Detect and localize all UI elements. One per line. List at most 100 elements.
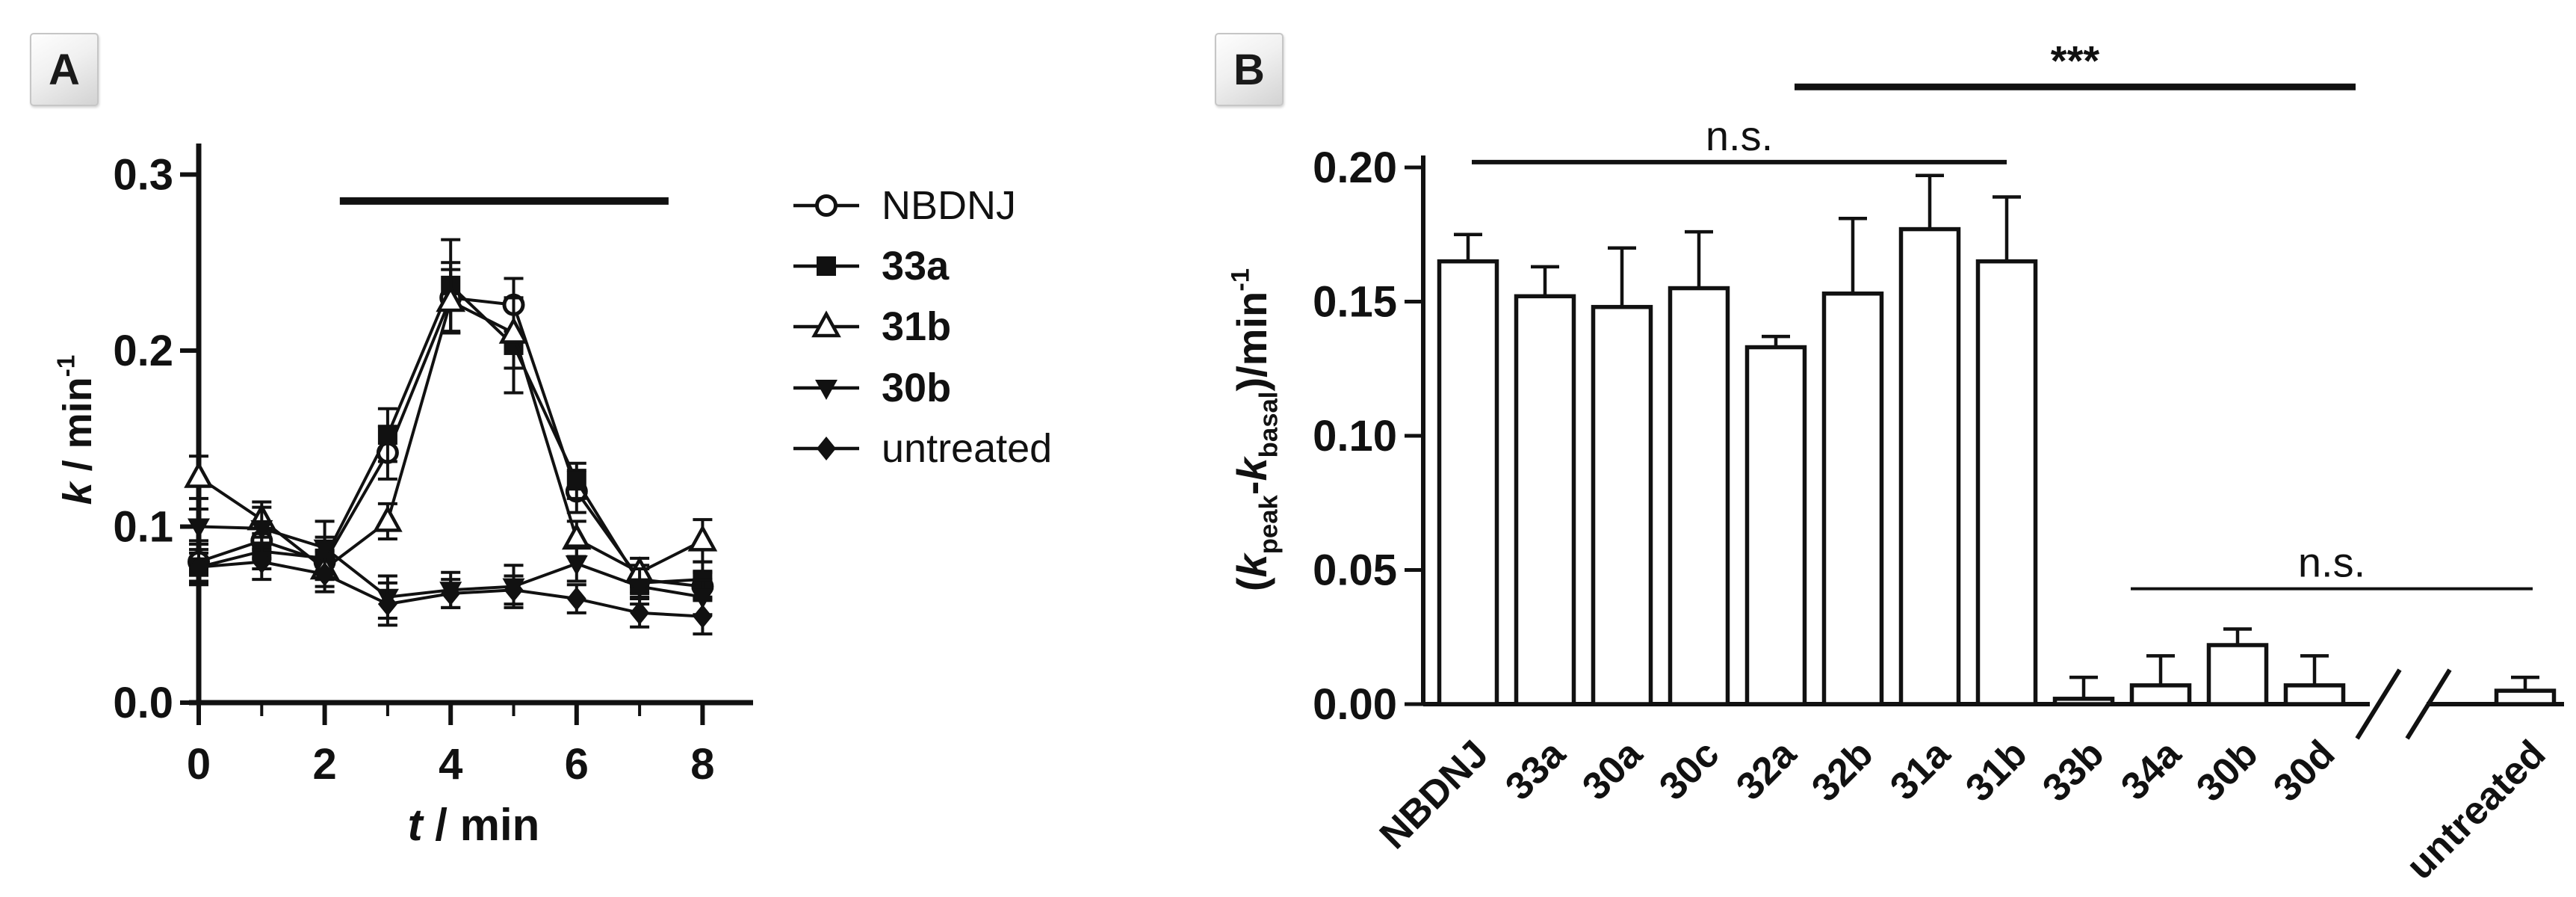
x-tick-label: 8 xyxy=(690,740,714,789)
filled-triangle-down-icon xyxy=(250,520,273,540)
error-bar-31b xyxy=(1993,195,2021,262)
filled-square-icon xyxy=(566,471,586,491)
bar-30b xyxy=(2206,643,2269,706)
bar-33b xyxy=(2052,697,2115,706)
error-bar-30b xyxy=(2223,627,2252,646)
filled-triangle-down-icon xyxy=(628,578,651,599)
panel-b-letter-badge: B xyxy=(1215,33,1284,106)
error-bar-33a xyxy=(1531,265,1559,297)
filled-square-icon xyxy=(817,256,836,276)
y-tick-label: 0.20 xyxy=(1313,144,1397,192)
x-category-label: 32a xyxy=(1728,732,1805,809)
panel-a-plot: 0.0 0.1 0.2 0.3 0 2 4 6 8 t / min k / min-1 xyxy=(52,144,753,850)
x-tick-label: 0 xyxy=(187,740,211,789)
x-category-label: untreated xyxy=(2398,732,2554,888)
open-circle-icon xyxy=(815,194,837,217)
bar-NBDNJ xyxy=(1437,259,1499,706)
x-category-label: 33b xyxy=(2034,732,2112,810)
x-category-label: 34a xyxy=(2113,732,2190,809)
filled-diamond-icon xyxy=(377,592,397,617)
x-category-label: 33a xyxy=(1497,732,1574,809)
series-untreated xyxy=(189,543,713,636)
x-category-label: 31b xyxy=(1957,732,2035,810)
open-triangle-icon xyxy=(498,316,529,344)
legend-label: 31b xyxy=(882,304,951,349)
line xyxy=(2405,668,2452,740)
error-bar-NBDNJ xyxy=(1454,232,1482,262)
filled-diamond-icon xyxy=(630,600,650,625)
axis-break-icon xyxy=(2355,668,2452,740)
x-category-label: 31a xyxy=(1882,732,1959,809)
error-bar-30c xyxy=(1685,229,1713,289)
significance-label: n.s. xyxy=(1706,112,1773,159)
filled-diamond-icon xyxy=(441,581,461,605)
filled-diamond-icon xyxy=(817,437,836,460)
bar-31a xyxy=(1898,226,1961,706)
significance-label: *** xyxy=(2051,37,2100,84)
error-bar-32b xyxy=(1839,216,1867,294)
panel-a-legend: NBDNJ 33a 31b 30b untreated xyxy=(793,183,1052,471)
y-tick-label: 0.3 xyxy=(113,151,173,200)
significance-annotation: n.s. xyxy=(1472,112,2007,164)
filled-triangle-down-icon xyxy=(188,518,210,539)
legend-label: NBDNJ xyxy=(882,183,1016,228)
error-bar-34a xyxy=(2146,654,2175,685)
y-tick-label: 0.0 xyxy=(113,679,173,727)
series-33a xyxy=(189,238,713,599)
series-line xyxy=(198,296,703,588)
filled-diamond-icon xyxy=(189,555,208,579)
legend-item-33a: 33a xyxy=(793,244,950,289)
open-triangle-icon xyxy=(184,460,214,488)
error-bar-30a xyxy=(1608,246,1636,307)
bar-34a xyxy=(2129,683,2192,706)
bar-30d xyxy=(2283,683,2346,706)
x-axis-title: t / min xyxy=(408,800,540,850)
y-tick-label: 0.1 xyxy=(113,503,173,552)
y-axis-title: k / min-1 xyxy=(52,355,100,505)
bar-30a xyxy=(1591,304,1653,706)
open-triangle-icon xyxy=(436,285,466,312)
x-category-label: 30c xyxy=(1651,732,1727,808)
error-bar-30d xyxy=(2300,654,2329,685)
error-bar-31a xyxy=(1916,173,1944,229)
bar-32a xyxy=(1744,345,1807,706)
y-tick-label: 0.15 xyxy=(1313,278,1397,327)
open-triangle-icon xyxy=(687,524,718,552)
bar-30c xyxy=(1668,286,1730,706)
y-axis-title: (kpeak-kbasal)/min-1 xyxy=(1226,268,1283,591)
filled-square-icon xyxy=(377,425,397,446)
filled-triangle-down-icon xyxy=(313,539,336,560)
panel-a-letter-badge: A xyxy=(30,33,99,106)
significance-annotation: n.s. xyxy=(2131,539,2533,591)
error-bar-32a xyxy=(1762,334,1790,348)
y-tick-label: 0.10 xyxy=(1313,412,1397,460)
filled-diamond-icon xyxy=(252,549,272,574)
open-triangle-icon xyxy=(373,505,403,532)
legend-item-untreated: untreated xyxy=(793,426,1052,471)
open-triangle-icon xyxy=(811,310,841,338)
y-tick-label: 0.00 xyxy=(1313,680,1397,729)
filled-triangle-down-icon xyxy=(815,380,837,400)
filled-diamond-icon xyxy=(504,578,524,602)
error-bar-33b xyxy=(2069,675,2098,699)
panel-b-plot: 0.00 0.05 0.10 0.15 0.20 (kpeak-kbasal)/min-1… xyxy=(1226,37,2564,888)
y-tick-label: 0.05 xyxy=(1313,546,1397,595)
filled-diamond-icon xyxy=(566,587,586,611)
x-tick-label: 4 xyxy=(439,740,462,789)
line xyxy=(2355,668,2402,740)
bar-32b xyxy=(1821,291,1884,706)
bar-31b xyxy=(1975,259,2038,706)
x-category-label: 32b xyxy=(1803,732,1881,810)
filled-diamond-icon xyxy=(315,562,335,587)
filled-triangle-down-icon xyxy=(565,555,588,576)
bar-33a xyxy=(1514,294,1576,706)
legend-label: 30b xyxy=(882,366,951,410)
x-category-label: 30a xyxy=(1574,732,1651,809)
legend-item-31b: 31b xyxy=(793,304,951,349)
x-category-label: 30d xyxy=(2265,732,2343,810)
x-category-label: NBDNJ xyxy=(1372,732,1497,857)
x-category-label: 30b xyxy=(2188,732,2266,810)
error-bar-untreated xyxy=(2511,675,2539,691)
